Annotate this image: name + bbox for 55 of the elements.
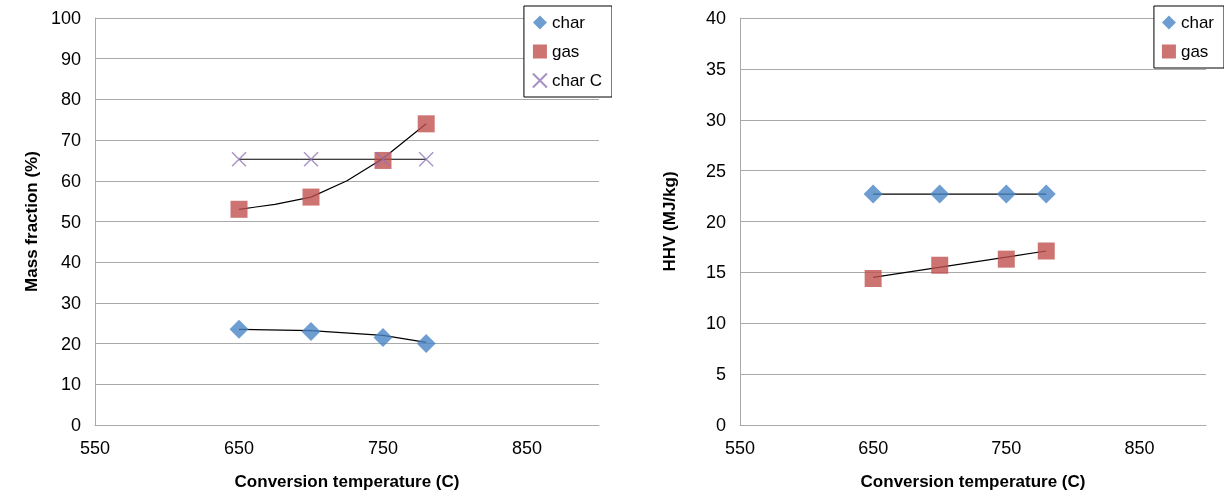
- x-tick-label: 750: [991, 438, 1022, 458]
- y-tick-label: 15: [705, 262, 726, 283]
- point: [230, 200, 248, 218]
- y-tick-label: 20: [60, 333, 81, 354]
- x-tick-label: 650: [858, 438, 889, 458]
- x-tick-label: 550: [79, 438, 111, 458]
- y-axis-title: HHV (MJ/kg): [660, 171, 679, 272]
- point: [417, 115, 435, 133]
- x-axis-title: Conversion temperature (C): [860, 472, 1086, 491]
- y-tick-label: 5: [715, 364, 726, 385]
- x-tick-label: 650: [223, 438, 255, 458]
- y-axis-title: Mass fraction (%): [22, 151, 41, 292]
- y-tick-label: 60: [60, 170, 81, 191]
- legend-label: gas: [551, 42, 580, 61]
- point: [229, 319, 249, 339]
- y-tick-label: 10: [60, 374, 81, 395]
- x-tick-label: 550: [724, 438, 756, 458]
- point: [1036, 184, 1056, 204]
- legend-label: char C: [551, 71, 603, 90]
- y-tick-label: 0: [70, 415, 81, 435]
- y-tick-label: 80: [60, 89, 81, 110]
- y-tick-label: 30: [60, 292, 81, 313]
- y-tick-label: 25: [705, 160, 726, 181]
- y-tick-label: 40: [705, 8, 726, 28]
- x-tick-label: 850: [1124, 438, 1155, 458]
- x-axis-title: Conversion temperature (C): [234, 472, 460, 491]
- y-tick-label: 50: [60, 211, 81, 232]
- y-tick-label: 0: [715, 415, 726, 435]
- point: [863, 184, 883, 204]
- point: [373, 327, 393, 347]
- y-tick-label: 70: [60, 130, 81, 151]
- x-tick-label: 850: [511, 438, 543, 458]
- point: [416, 334, 436, 354]
- legend-label: char: [551, 13, 586, 32]
- point: [930, 184, 950, 204]
- point: [231, 151, 247, 167]
- y-tick-label: 100: [50, 8, 81, 28]
- y-tick-label: 20: [705, 211, 726, 232]
- legend-label: gas: [1180, 42, 1209, 61]
- point: [996, 184, 1016, 204]
- point: [997, 250, 1015, 268]
- x-tick-label: 750: [367, 438, 399, 458]
- point: [931, 256, 949, 274]
- legend-label: char: [1180, 13, 1215, 32]
- point: [303, 151, 319, 167]
- point: [301, 321, 321, 341]
- y-tick-label: 90: [60, 48, 81, 69]
- y-tick-label: 40: [60, 252, 81, 273]
- point: [418, 151, 434, 167]
- point: [302, 188, 320, 206]
- y-tick-label: 10: [705, 313, 726, 334]
- point: [1037, 242, 1055, 260]
- y-tick-label: 30: [705, 109, 726, 130]
- y-tick-label: 35: [705, 58, 726, 79]
- point: [864, 269, 882, 287]
